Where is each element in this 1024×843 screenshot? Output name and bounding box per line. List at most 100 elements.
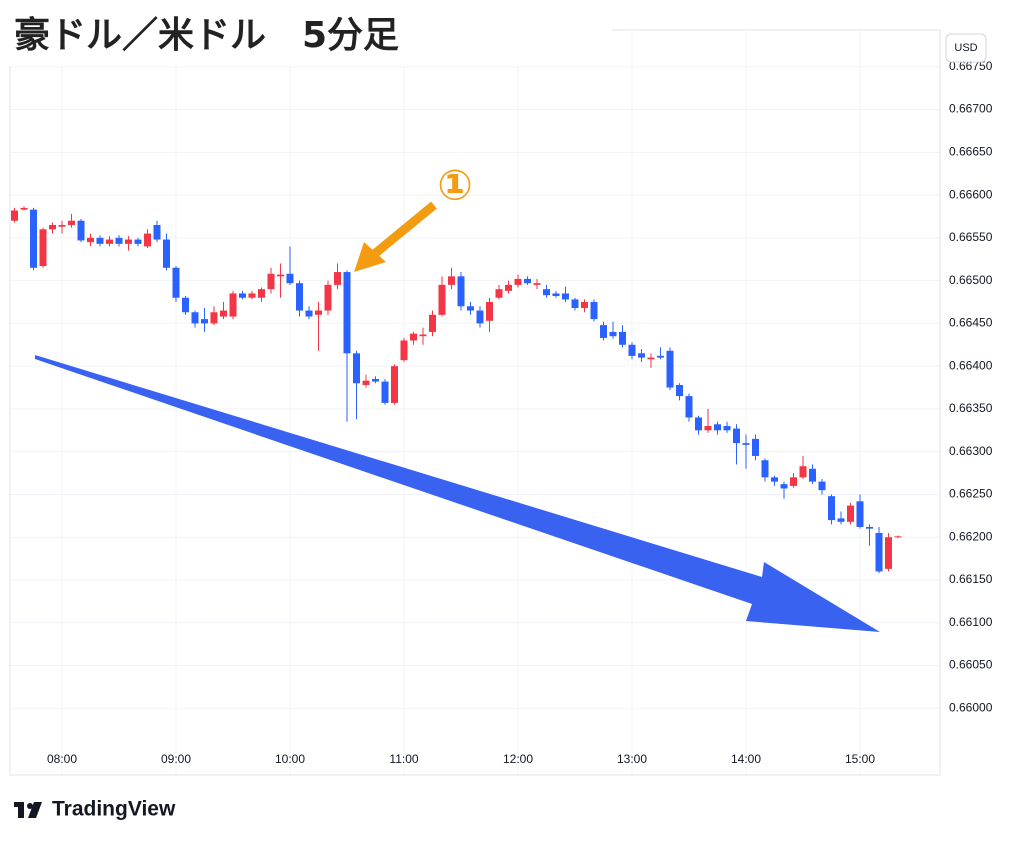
chart-title: 豪ドル／米ドル 5分足 (14, 15, 399, 56)
y-tick-label: 0.66200 (949, 529, 993, 543)
grid (10, 30, 940, 775)
candle-body (39, 229, 47, 267)
candle-body (68, 220, 75, 226)
candle-body (220, 310, 227, 317)
candle-body (58, 225, 66, 227)
candle-body (799, 466, 807, 478)
candle-body (619, 331, 626, 345)
candle-body (714, 424, 721, 431)
candle-body (438, 284, 446, 315)
y-tick-label: 0.66550 (949, 230, 993, 244)
y-tick-label: 0.66700 (949, 102, 993, 116)
watermark: TradingView (52, 798, 176, 821)
logo-mark (27, 803, 33, 809)
candle-body (172, 267, 180, 298)
currency-badge (945, 33, 987, 63)
candle-body (600, 325, 607, 338)
candle-body (201, 319, 208, 324)
candle-body (837, 518, 845, 522)
candle-body (514, 278, 522, 285)
candle-body (334, 272, 341, 285)
candle-body (134, 239, 142, 244)
candle-body (324, 284, 332, 311)
candle-body (476, 310, 484, 324)
candle-body (609, 331, 617, 337)
candle-body (885, 537, 892, 569)
x-tick-label: 12:00 (503, 752, 533, 766)
candle-body (676, 384, 683, 397)
y-tick-label: 0.66650 (949, 144, 993, 158)
candle-body (49, 225, 56, 230)
candle-body (153, 225, 161, 240)
candle-body (723, 426, 731, 431)
y-tick-label: 0.66300 (949, 444, 993, 458)
candle-body (277, 274, 284, 277)
candle-body (790, 477, 797, 486)
x-tick-label: 14:00 (731, 752, 761, 766)
candle-body (761, 460, 769, 478)
y-tick-label: 0.66100 (949, 615, 993, 629)
candle-body (315, 310, 322, 315)
candle-body (115, 237, 123, 244)
candle-body (666, 350, 674, 388)
logo-mark (18, 802, 24, 818)
logo: TradingView (14, 798, 176, 821)
y-tick-label: 0.66350 (949, 401, 993, 415)
callout-arrow-shaft (369, 201, 437, 260)
candle-body (752, 438, 759, 456)
candle-body (486, 301, 493, 321)
candle-body (305, 310, 313, 317)
plot-frame (9, 29, 941, 776)
candle-body (353, 353, 360, 384)
candle-body (467, 306, 474, 311)
candle-body (258, 289, 265, 298)
candle-body (809, 468, 816, 482)
candle-body (87, 237, 94, 243)
y-tick-label: 0.66250 (949, 487, 993, 501)
candle-body (457, 276, 465, 307)
candle-body (106, 239, 113, 244)
candle-body (581, 301, 588, 308)
candle-body (524, 278, 531, 284)
candle-body (410, 333, 417, 341)
candle-body (685, 396, 693, 418)
x-tick-label: 13:00 (617, 752, 647, 766)
y-tick-label: 0.66400 (949, 358, 993, 372)
candle-body (543, 289, 550, 296)
y-tick-label: 0.66000 (949, 700, 993, 714)
candle-body (894, 536, 902, 538)
candle-body (505, 284, 512, 291)
candle-body (372, 378, 379, 382)
candles (11, 206, 902, 574)
trend-arrow (35, 355, 880, 632)
candle-body (552, 293, 560, 297)
x-tick-label: 09:00 (161, 752, 191, 766)
candle-body (571, 299, 579, 308)
candle-body (125, 239, 132, 244)
candle-body (144, 233, 151, 247)
candle-body (847, 505, 854, 522)
x-tick-label: 15:00 (845, 752, 875, 766)
candle-body (77, 220, 85, 241)
candle-body (704, 426, 712, 431)
candle-body (239, 293, 246, 298)
candle-body (590, 301, 598, 320)
y-tick-label: 0.66450 (949, 316, 993, 330)
candle-body (210, 312, 218, 324)
x-tick-label: 11:00 (389, 752, 418, 766)
candle-body (780, 484, 788, 489)
candle-body (638, 353, 645, 358)
candle-body (448, 276, 455, 285)
logo-mark (28, 802, 42, 818)
candle-body (163, 239, 170, 268)
candle-body (182, 297, 189, 313)
candle-body (391, 366, 398, 403)
candle-body (533, 283, 541, 285)
candle-body (628, 344, 636, 356)
currency-label: USD (954, 42, 977, 54)
candle-body (11, 210, 18, 221)
candle-body (191, 312, 199, 324)
candle-body (742, 443, 750, 445)
y-tick-label: 0.66500 (949, 273, 993, 287)
